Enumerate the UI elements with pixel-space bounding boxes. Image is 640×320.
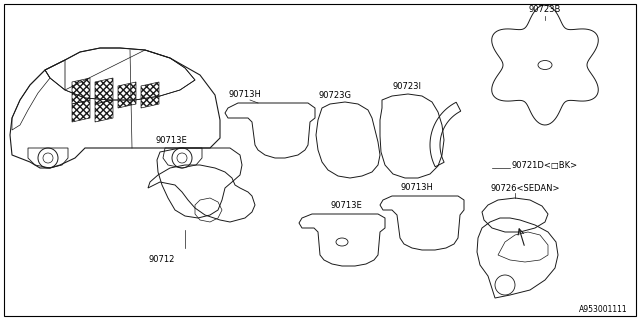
Text: 90726<SEDAN>: 90726<SEDAN> (490, 184, 559, 193)
Text: A953001111: A953001111 (579, 305, 628, 314)
Text: 90723G: 90723G (318, 91, 351, 100)
Text: 90712: 90712 (149, 255, 175, 264)
Text: 90723B: 90723B (529, 5, 561, 14)
Text: 90713E: 90713E (155, 136, 187, 145)
Ellipse shape (538, 60, 552, 69)
Text: 90713H: 90713H (400, 183, 433, 192)
Ellipse shape (336, 238, 348, 246)
Text: 90713H: 90713H (228, 90, 261, 99)
Text: 90723I: 90723I (392, 82, 421, 91)
Text: 90713E: 90713E (330, 201, 362, 210)
Text: 90721D<□BK>: 90721D<□BK> (512, 161, 578, 170)
